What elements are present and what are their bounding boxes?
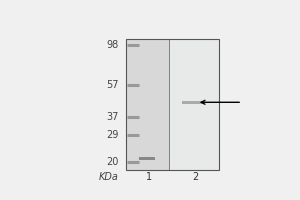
Text: KDa: KDa (99, 172, 119, 182)
Text: 98: 98 (106, 40, 119, 50)
Text: 20: 20 (106, 157, 119, 167)
Text: 29: 29 (106, 130, 119, 140)
Text: 1: 1 (146, 172, 152, 182)
Bar (182, 101, 204, 104)
Bar (169, 39, 219, 170)
Bar (126, 39, 219, 170)
Bar (126, 39, 219, 170)
Text: 2: 2 (193, 172, 199, 182)
Text: 37: 37 (106, 112, 119, 122)
Text: 57: 57 (106, 80, 119, 90)
Bar (139, 157, 155, 160)
Bar (126, 39, 169, 170)
